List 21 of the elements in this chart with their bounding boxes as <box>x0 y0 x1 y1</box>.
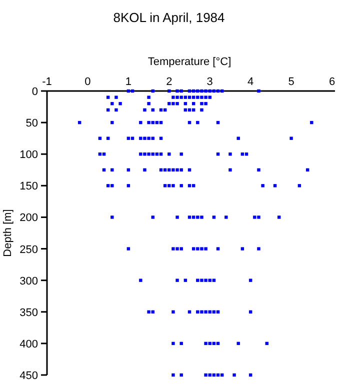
x-axis-title: Temperature [°C] <box>148 56 232 68</box>
y-tick-label: 150 <box>20 180 38 193</box>
x-tick-label: 4 <box>248 76 254 88</box>
y-tick-label: 200 <box>20 212 38 224</box>
x-tick-label: 1 <box>125 76 132 88</box>
y-tick-label: 400 <box>20 338 38 350</box>
y-tick-label: 50 <box>26 118 38 130</box>
y-tick-label: 300 <box>20 275 38 288</box>
y-tick-label: 100 <box>20 149 38 162</box>
x-tick-label: 2 <box>166 76 172 88</box>
x-tick-label: 6 <box>328 76 336 88</box>
y-tick-label: 0 <box>32 86 38 98</box>
y-tick-label: 350 <box>20 306 38 319</box>
x-tick-label: 5 <box>288 76 294 88</box>
y-tick-label: 250 <box>20 244 38 256</box>
x-tick-label: -1 <box>42 76 52 88</box>
x-tick-label: 3 <box>206 76 213 88</box>
chart-title: 8KOL in April, 1984 <box>113 10 225 25</box>
y-axis-title: Depth [m] <box>2 209 14 257</box>
y-tick-label: 450 <box>20 370 38 382</box>
x-tick-label: 0 <box>84 76 91 88</box>
